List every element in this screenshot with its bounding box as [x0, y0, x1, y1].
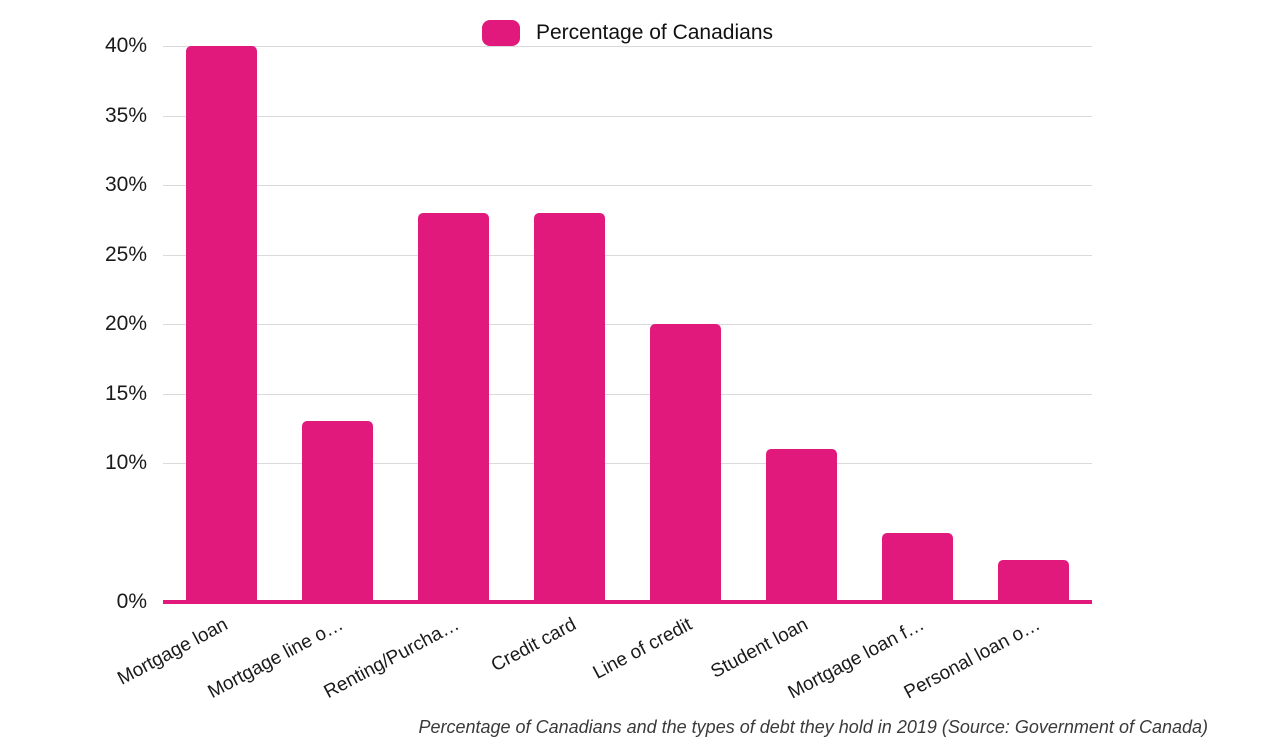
gridline-40: [163, 46, 1092, 47]
gridline-25: [163, 254, 1092, 256]
gridline-30: [163, 185, 1092, 186]
x-category-label-text: Line of credit: [589, 614, 696, 684]
y-tick-label-10: 10%: [104, 451, 147, 474]
bar-4: [650, 324, 722, 602]
bar-3: [533, 212, 605, 602]
x-category-label-text: Credit card: [487, 614, 580, 677]
y-tick-label-35: 35%: [104, 103, 147, 127]
plot-area: [163, 46, 1092, 604]
bar-0: [185, 46, 257, 602]
y-tick-label-25: 25%: [104, 242, 147, 266]
legend: Percentage of Canadians: [163, 17, 1092, 49]
y-tick-label-30: 30%: [104, 173, 147, 196]
bar-5: [766, 449, 838, 602]
x-axis-labels: Mortgage loan Mortgage line o… Renting/Pur…: [114, 602, 1092, 722]
bar-1: [301, 421, 373, 602]
gridline-10: [163, 463, 1092, 464]
legend-label: Percentage of Canadians: [536, 21, 773, 44]
bar-2: [417, 212, 489, 602]
bar-7: [998, 560, 1070, 602]
bar-6: [882, 532, 954, 602]
gridline-15: [163, 393, 1092, 395]
y-tick-label-15: 15%: [104, 381, 147, 405]
y-tick-label-40: 40%: [104, 34, 147, 57]
gridline-20: [163, 324, 1092, 325]
chart-caption: Percentage of Canadians and the types of…: [418, 717, 1208, 737]
y-tick-label-0: 0%: [116, 590, 147, 613]
x-category-label-text: Student loan: [707, 614, 812, 683]
legend-swatch-icon: [482, 20, 520, 46]
y-tick-label-20: 20%: [104, 312, 147, 335]
x-axis-baseline: [163, 600, 1092, 604]
gridline-35: [163, 115, 1092, 117]
